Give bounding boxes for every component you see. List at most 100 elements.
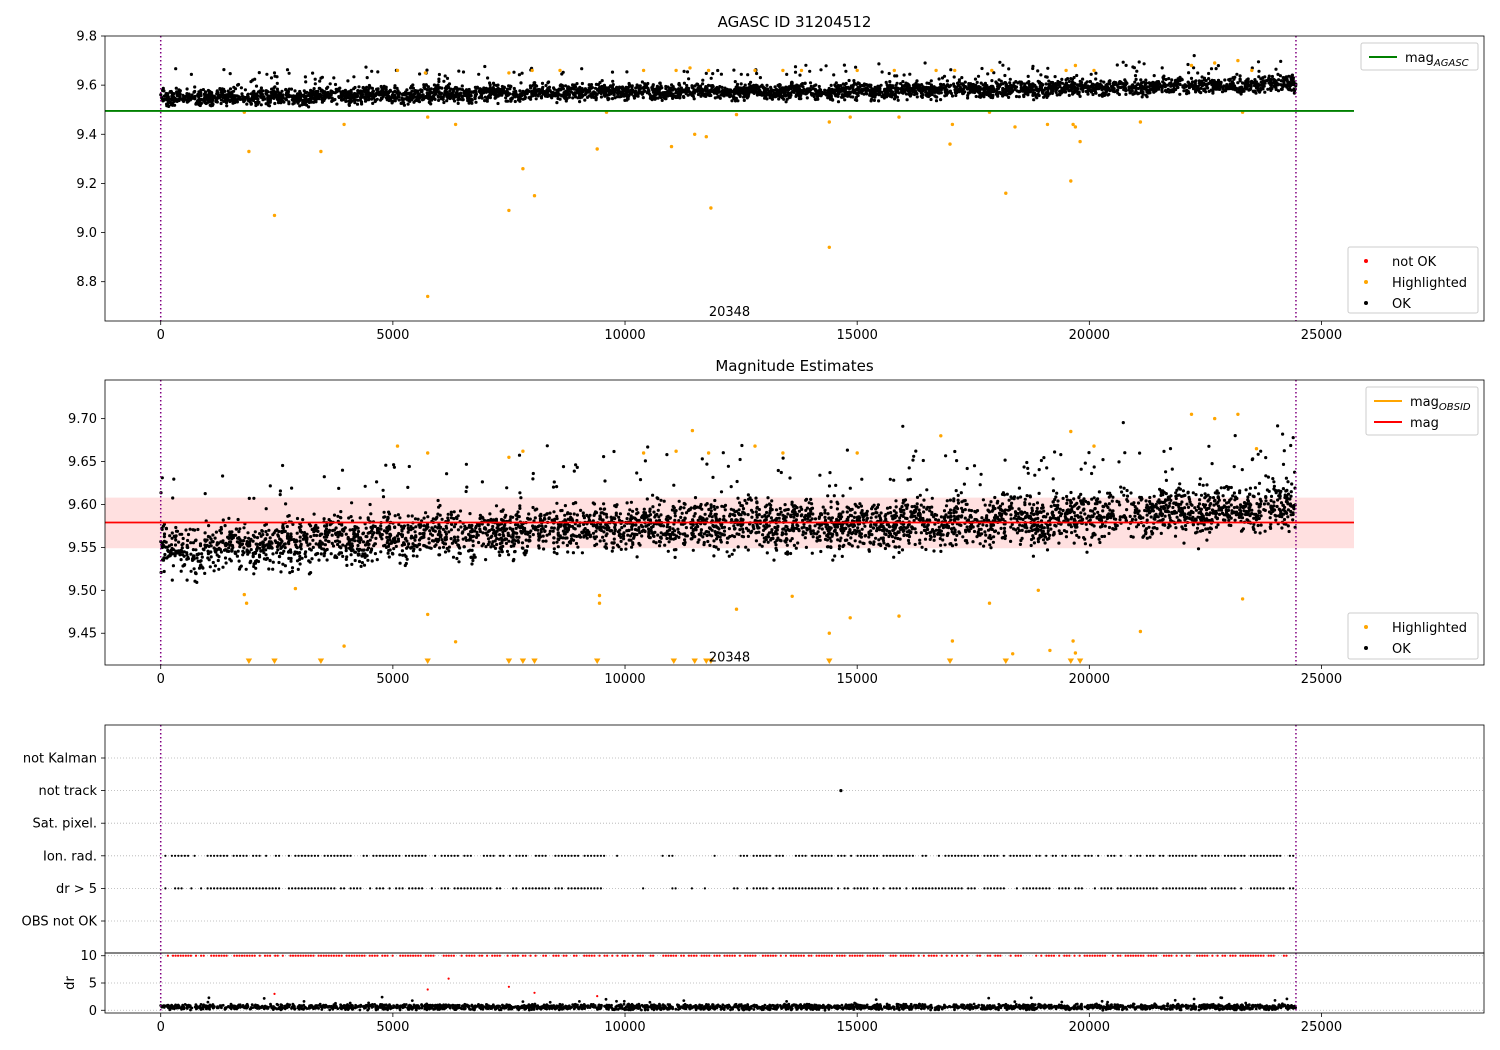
data-point: [973, 90, 977, 95]
data-point: [255, 100, 259, 105]
data-point: [734, 112, 739, 117]
data-point: [594, 82, 599, 86]
data-point: [195, 101, 199, 105]
data-point: [976, 74, 981, 78]
data-point: [610, 97, 615, 101]
data-point: [1004, 191, 1008, 195]
data-point: [413, 95, 417, 99]
data-point: [562, 93, 566, 98]
data-point: [553, 91, 558, 95]
data-point: [557, 93, 561, 97]
data-point: [670, 94, 674, 98]
data-point: [1292, 83, 1296, 87]
data-point: [1158, 82, 1162, 86]
data-point: [1253, 89, 1257, 93]
data-point: [1256, 60, 1261, 64]
data-point: [917, 83, 921, 87]
data-point: [921, 87, 925, 91]
data-point: [950, 122, 955, 127]
data-point: [543, 94, 548, 98]
data-point: [1276, 89, 1281, 93]
data-point: [793, 70, 798, 74]
data-point: [1166, 83, 1170, 87]
data-point: [696, 89, 700, 93]
data-point: [474, 92, 478, 96]
data-point: [285, 68, 290, 72]
data-point: [891, 84, 895, 88]
data-point: [331, 98, 335, 102]
data-point: [303, 91, 307, 95]
data-point: [437, 72, 441, 77]
data-point: [1192, 66, 1196, 70]
data-point: [712, 554, 716, 558]
data-point: [1172, 82, 1176, 86]
data-point: [1099, 83, 1103, 88]
data-point: [422, 83, 426, 87]
data-point: [1236, 58, 1240, 63]
data-point: [1222, 84, 1226, 88]
data-point: [1067, 88, 1071, 92]
data-point: [617, 85, 622, 89]
data-point: [416, 92, 420, 96]
data-point: [1103, 87, 1107, 91]
data-point: [556, 89, 560, 93]
data-point: [219, 98, 223, 102]
data-point: [733, 88, 737, 92]
data-point: [943, 94, 947, 98]
data-point: [1007, 67, 1011, 71]
data-point: [778, 83, 782, 87]
data-point: [426, 115, 430, 119]
data-point: [1163, 82, 1167, 86]
data-point: [1257, 481, 1262, 485]
data-point: [1060, 77, 1064, 81]
data-point: [271, 90, 275, 94]
data-point: [1266, 87, 1270, 91]
data-point: [1245, 86, 1249, 90]
data-point: [1249, 81, 1253, 85]
data-point: [1076, 87, 1080, 91]
data-point: [1216, 64, 1220, 68]
data-point: [384, 90, 388, 95]
data-point: [266, 103, 270, 107]
data-point: [685, 70, 690, 74]
data-point: [1219, 486, 1223, 490]
data-point: [1134, 518, 1138, 522]
data-point: [436, 94, 440, 98]
data-point: [556, 96, 560, 101]
data-point: [322, 94, 326, 98]
data-point: [311, 71, 315, 75]
data-point: [896, 98, 900, 102]
data-point: [1020, 86, 1024, 90]
data-point: [1207, 81, 1211, 86]
data-point: [348, 99, 352, 103]
data-point: [931, 90, 935, 94]
data-point: [674, 68, 678, 73]
data-point: [674, 95, 678, 100]
data-point: [268, 484, 272, 488]
data-point: [727, 554, 731, 558]
data-point: [646, 81, 650, 86]
data-point: [1160, 90, 1164, 94]
data-point: [183, 97, 188, 101]
data-point: [939, 91, 943, 95]
data-point: [641, 96, 645, 100]
data-point: [1010, 85, 1014, 89]
data-point: [456, 101, 460, 105]
data-point: [436, 498, 440, 503]
data-point: [669, 144, 674, 149]
data-point: [711, 72, 715, 76]
data-point: [734, 91, 738, 95]
data-point: [296, 100, 300, 104]
data-point: [1115, 89, 1119, 93]
data-point: [164, 93, 168, 97]
data-point: [558, 68, 562, 73]
data-point: [1070, 86, 1074, 90]
data-point: [242, 95, 246, 99]
data-point: [238, 97, 242, 101]
data-point: [1167, 77, 1171, 81]
data-point: [702, 88, 706, 92]
data-point: [878, 88, 882, 92]
data-point: [550, 93, 554, 97]
data-point: [1064, 68, 1068, 73]
data-point: [356, 98, 360, 102]
